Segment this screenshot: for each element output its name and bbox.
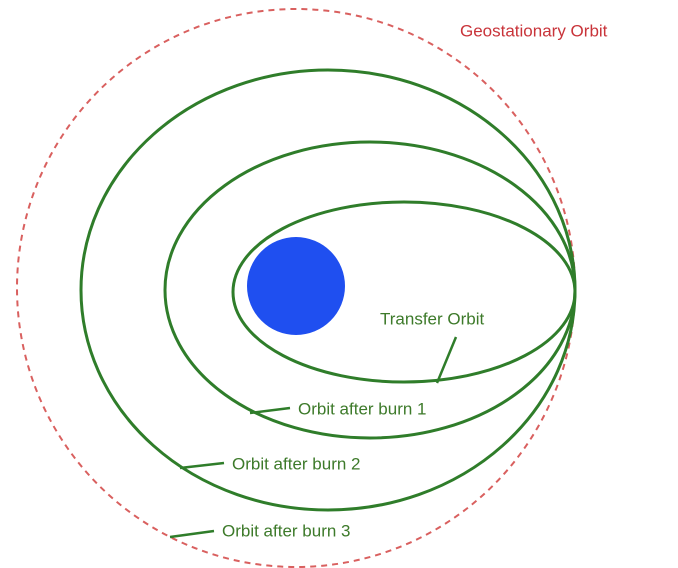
earth	[247, 237, 345, 335]
label: Transfer Orbit	[380, 309, 485, 328]
label: Orbit after burn 1	[298, 399, 427, 418]
orbit-diagram: Geostationary Orbit Transfer Orbit Orbit…	[0, 0, 678, 568]
leader-line	[437, 337, 456, 383]
orbit-burn-1	[165, 142, 575, 438]
label: Geostationary Orbit	[460, 21, 608, 40]
leader-line	[180, 463, 224, 468]
leader-line	[170, 531, 214, 537]
label: Orbit after burn 2	[232, 454, 361, 473]
label: Orbit after burn 3	[222, 521, 351, 540]
leader-line	[250, 408, 290, 413]
